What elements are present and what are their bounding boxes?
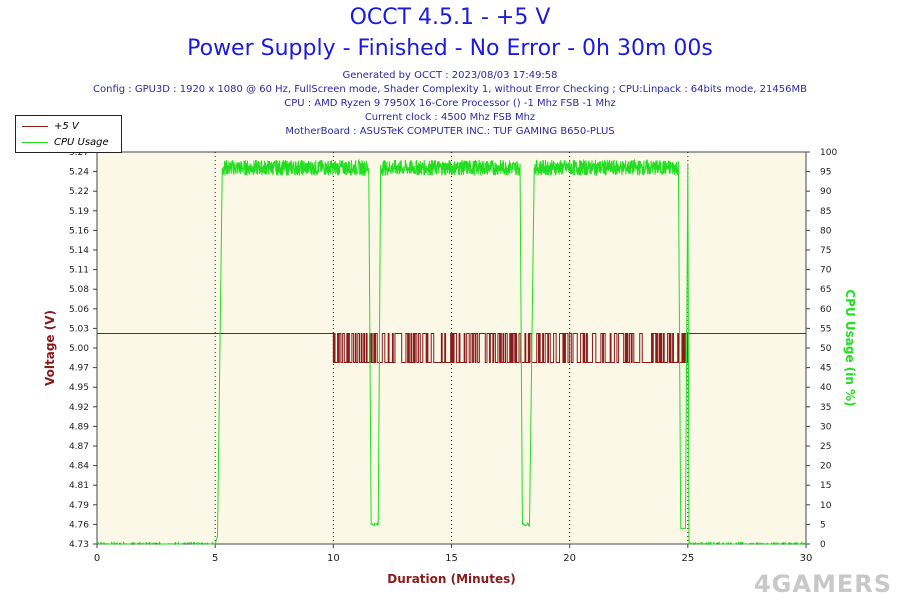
y-right-tick-label: 0 [820, 540, 826, 550]
y-right-tick-label: 35 [820, 403, 831, 413]
y-right-tick-label: 100 [820, 148, 837, 158]
legend-swatch-voltage [22, 125, 48, 127]
info-cpu: CPU : AMD Ryzen 9 7950X 16-Core Processo… [284, 98, 616, 109]
y-right-tick-label: 15 [820, 481, 831, 491]
y-right-tick-label: 55 [820, 324, 831, 334]
y-left-tick-label: 5.24 [69, 168, 89, 178]
y-right-tick-label: 65 [820, 285, 831, 295]
series-line-voltage [97, 332, 806, 364]
y-left-tick-label: 5.14 [69, 246, 89, 256]
y-right-tick-label: 50 [820, 344, 832, 354]
legend-item-voltage: +5 V [22, 119, 79, 133]
y-right-tick-label: 85 [820, 207, 831, 217]
legend-item-cpu: CPU Usage [22, 135, 109, 149]
x-tick-label: 5 [212, 553, 218, 564]
watermark-logo: 4GAMERS [753, 570, 892, 598]
y-left-tick-label: 5.19 [69, 207, 89, 217]
y-right-tick-label: 40 [820, 383, 832, 393]
info-config: Config : GPU3D : 1920 x 1080 @ 60 Hz, Fu… [93, 84, 807, 95]
y-right-tick-label: 75 [820, 246, 831, 256]
y-right-tick-label: 70 [820, 266, 832, 276]
y-left-tick-label: 4.84 [69, 462, 89, 472]
y-left-tick-label: 5.03 [69, 324, 89, 334]
y-left-tick-label: 4.97 [69, 364, 89, 374]
y-right-tick-label: 80 [820, 226, 832, 236]
chart-subtitle: Power Supply - Finished - No Error - 0h … [187, 36, 713, 61]
info-motherboard: MotherBoard : ASUSTeK COMPUTER INC.: TUF… [285, 126, 615, 137]
y-right-tick-label: 30 [820, 422, 832, 432]
y-left-tick-label: 4.79 [69, 501, 89, 511]
chart-title: OCCT 4.5.1 - +5 V [349, 5, 551, 30]
x-tick-label: 20 [563, 553, 576, 564]
info-generated: Generated by OCCT : 2023/08/03 17:49:58 [342, 70, 558, 81]
y-left-tick-label: 5.11 [69, 266, 89, 276]
x-tick-label: 10 [327, 553, 340, 564]
y-left-tick-label: 5.06 [69, 305, 89, 315]
info-clock: Current clock : 4500 Mhz FSB Mhz [364, 112, 536, 123]
y-left-tick-label: 4.87 [69, 442, 89, 452]
y-left-tick-label: 5.08 [69, 285, 89, 295]
y-right-tick-label: 10 [820, 501, 832, 511]
y-right-tick-label: 20 [820, 462, 832, 472]
y-left-tick-label: 4.95 [69, 383, 89, 393]
y-left-tick-label: 5.16 [69, 226, 89, 236]
y-right-tick-label: 95 [820, 168, 831, 178]
y-left-tick-label: 4.73 [69, 540, 89, 550]
y-left-tick-label: 4.76 [69, 520, 89, 530]
x-tick-label: 0 [94, 553, 100, 564]
y-right-tick-label: 25 [820, 442, 831, 452]
y-left-tick-label: 4.92 [69, 403, 89, 413]
y-left-tick-label: 4.89 [69, 422, 89, 432]
y-right-tick-label: 5 [820, 520, 826, 530]
y-left-axis-title: Voltage (V) [43, 310, 57, 386]
series-line-cpu-usage [96, 158, 807, 546]
y-right-tick-label: 60 [820, 305, 832, 315]
y-left-tick-label: 5.00 [69, 344, 89, 354]
chart-legend: +5 V CPU Usage [15, 115, 122, 153]
legend-swatch-cpu [22, 141, 48, 143]
y-left-tick-label: 5.22 [69, 187, 89, 197]
y-left-tick-label: 4.81 [69, 481, 89, 491]
y-right-axis-title: CPU Usage (in %) [843, 289, 857, 406]
y-right-tick-label: 90 [820, 187, 832, 197]
legend-label-cpu: CPU Usage [54, 136, 109, 148]
x-tick-label: 30 [800, 553, 813, 564]
legend-label-voltage: +5 V [54, 120, 79, 132]
x-tick-label: 15 [445, 553, 458, 564]
y-left-tick-label: 5.27 [69, 148, 89, 158]
x-tick-label: 25 [681, 553, 694, 564]
y-right-tick-label: 45 [820, 364, 831, 374]
x-axis-title: Duration (Minutes) [387, 572, 515, 586]
